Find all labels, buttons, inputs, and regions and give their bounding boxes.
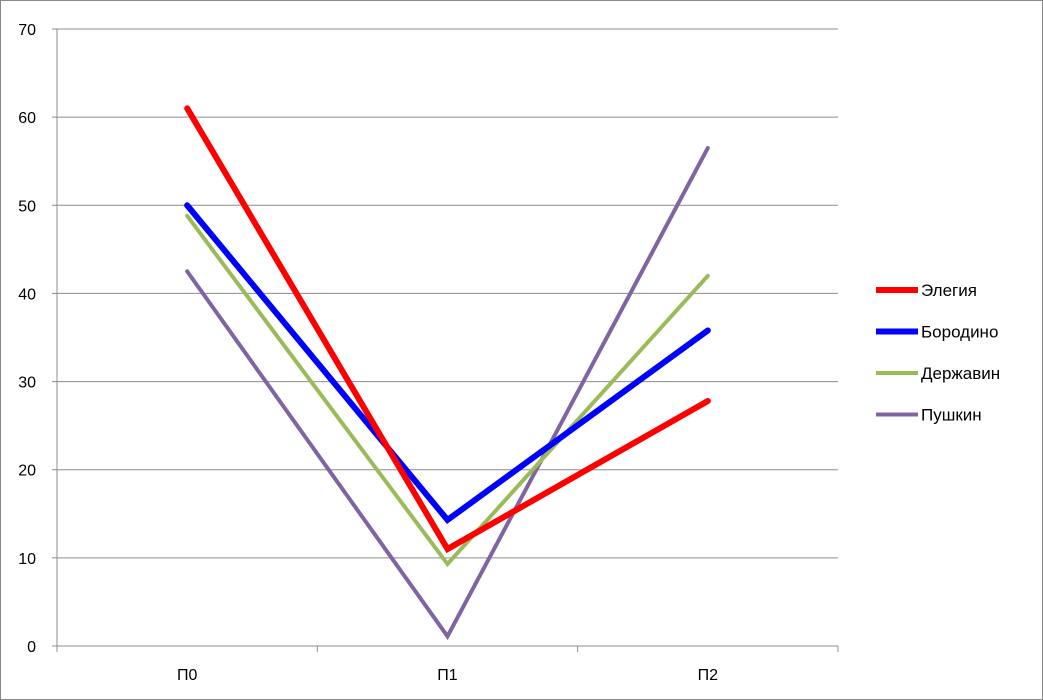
y-tick-label: 20 bbox=[18, 463, 36, 480]
series-line-1 bbox=[184, 105, 711, 554]
y-tick-label: 30 bbox=[18, 375, 36, 392]
series-line-4 bbox=[185, 145, 710, 641]
x-tick-label: П0 bbox=[177, 667, 198, 684]
legend: Элегия Бородино Державин Пушкин bbox=[876, 281, 1000, 425]
axes bbox=[52, 28, 839, 652]
x-tick-label: П1 bbox=[437, 667, 458, 684]
x-tick-label: П2 bbox=[698, 667, 719, 684]
legend-label: Державин bbox=[921, 364, 1000, 383]
series-lines bbox=[184, 105, 711, 641]
y-axis-tick-labels: 0 10 20 30 40 50 60 70 bbox=[18, 22, 36, 656]
legend-label: Элегия bbox=[921, 281, 977, 300]
y-tick-label: 40 bbox=[18, 286, 36, 303]
legend-label: Бородино bbox=[921, 323, 998, 342]
legend-label: Пушкин bbox=[921, 406, 982, 425]
x-axis-tick-labels: П0 П1 П2 bbox=[177, 667, 718, 684]
y-tick-label: 60 bbox=[18, 110, 36, 127]
series-line-2 bbox=[184, 202, 711, 525]
y-tick-label: 10 bbox=[18, 551, 36, 568]
series-line-3 bbox=[185, 213, 710, 568]
y-tick-label: 0 bbox=[27, 639, 36, 656]
y-tick-label: 50 bbox=[18, 198, 36, 215]
grid-lines bbox=[57, 28, 838, 559]
y-tick-label: 70 bbox=[18, 22, 36, 39]
